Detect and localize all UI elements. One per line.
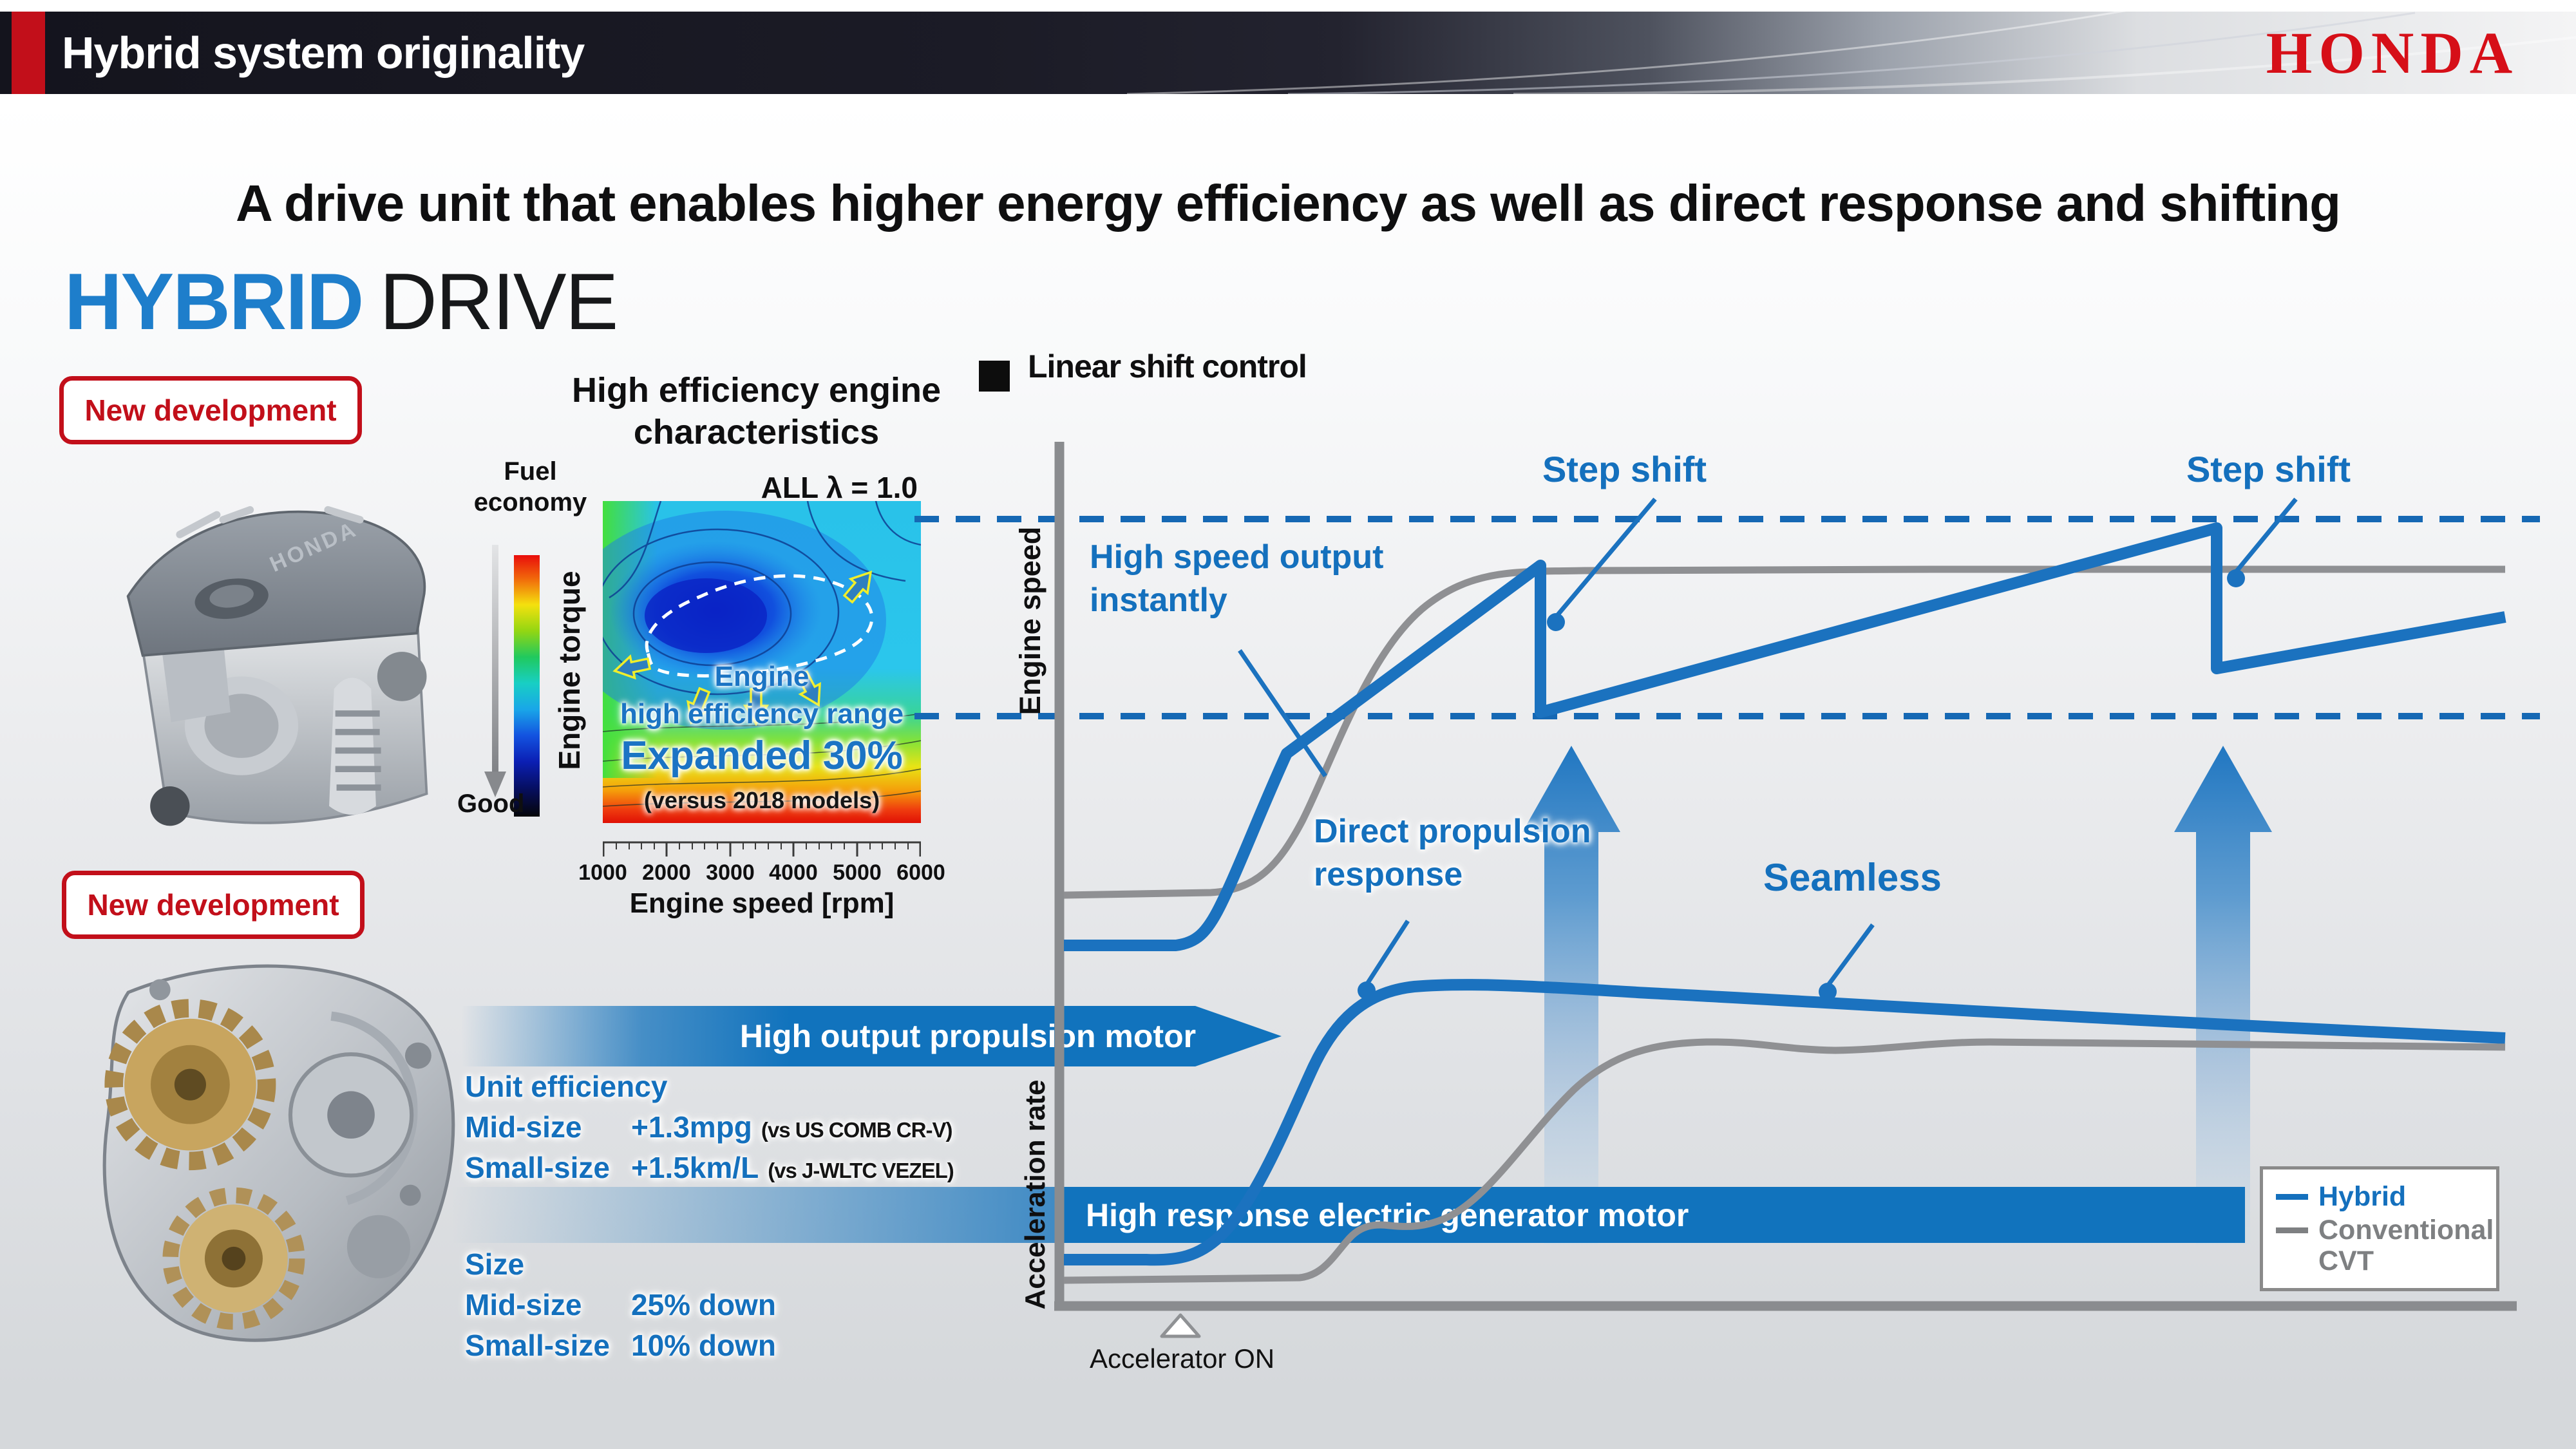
unit-efficiency-row-small: Small-size +1.5km/L (vs J-WLTC VEZEL) bbox=[465, 1150, 954, 1185]
efficiency-range-loop bbox=[645, 574, 874, 677]
top-chart-y-axis-label: Engine speed bbox=[1014, 526, 1046, 715]
hybrid-drive-heading: HYBRID DRIVE bbox=[64, 256, 618, 348]
stat-value: 10% down bbox=[631, 1329, 776, 1362]
propulsion-motor-banner: High output propulsion motor bbox=[461, 1006, 1282, 1066]
step-shift-annotation-2: Step shift bbox=[2186, 449, 2351, 489]
linear-shift-control-title: Linear shift control bbox=[1028, 348, 1307, 384]
chart-legend: Hybrid Conventional CVT bbox=[2260, 1166, 2499, 1291]
direct-propulsion-annotation: Direct propulsion response bbox=[1314, 813, 1591, 893]
stat-label: Mid-size bbox=[465, 1110, 582, 1144]
efficiency-y-axis-label: Engine torque bbox=[553, 571, 586, 770]
stat-value: +1.3mpg bbox=[631, 1110, 752, 1144]
gear-lower bbox=[162, 1187, 305, 1330]
legend-label-conventional: Conventional CVT bbox=[2318, 1214, 2494, 1277]
lambda-note: ALL λ = 1.0 bbox=[761, 471, 918, 504]
engine-photo: HONDA bbox=[93, 448, 464, 844]
size-row-small: Small-size 10% down bbox=[465, 1328, 776, 1363]
fuel-economy-arrow-icon bbox=[484, 545, 506, 797]
x-tick-1000: 1000 bbox=[578, 860, 627, 885]
slide-title: A drive unit that enables higher energy … bbox=[236, 175, 2341, 232]
legend-swatch-hybrid bbox=[2276, 1193, 2308, 1200]
x-tick-4000: 4000 bbox=[769, 860, 818, 885]
heading-hybrid: HYBRID bbox=[64, 258, 364, 346]
map-overlay-range: high efficiency range bbox=[620, 698, 904, 730]
badge-label: New development bbox=[84, 393, 337, 427]
badge-label: New development bbox=[87, 888, 339, 922]
top-conventional-curve bbox=[1063, 565, 2505, 899]
x-tick-3000: 3000 bbox=[706, 860, 755, 885]
colorbar-bottom-label: Good bbox=[457, 790, 525, 818]
header-bar bbox=[0, 4, 2576, 95]
linear-shift-chart bbox=[914, 442, 2540, 1311]
seamless-annotation: Seamless bbox=[1763, 856, 1942, 899]
stat-label: Small-size bbox=[465, 1329, 610, 1362]
top-hybrid-curve bbox=[1064, 522, 2506, 951]
transmission-photo bbox=[80, 937, 477, 1365]
bottom-chart-y-axis-label: Acceleration rate bbox=[1019, 1079, 1051, 1310]
efficiency-chart-title: High efficiency engine characteristics bbox=[571, 371, 942, 451]
fuel-economy-colorbar bbox=[514, 555, 540, 817]
legend-item-conventional: Conventional CVT bbox=[2276, 1214, 2494, 1277]
stat-note: (vs J-WLTC VEZEL) bbox=[768, 1159, 954, 1182]
x-tick-2000: 2000 bbox=[642, 860, 691, 885]
unit-efficiency-title: Unit efficiency bbox=[465, 1070, 668, 1103]
colorbar-top-label: Fuel economy bbox=[473, 457, 587, 516]
map-overlay-expanded: Expanded 30% bbox=[621, 734, 903, 778]
stat-value: 25% down bbox=[631, 1288, 776, 1321]
accelerator-on-marker-icon bbox=[1160, 1313, 1201, 1338]
accelerator-on-label: Accelerator ON bbox=[1090, 1343, 1275, 1374]
x-tick-5000: 5000 bbox=[833, 860, 882, 885]
page-title: Hybrid system originality bbox=[62, 28, 585, 78]
bottom-conventional-curve bbox=[1063, 1038, 2506, 1284]
high-speed-output-annotation: High speed output instantly bbox=[1090, 538, 1384, 619]
bottom-hybrid-curve bbox=[1064, 979, 2506, 1266]
section-bullet bbox=[979, 361, 1010, 392]
stat-label: Mid-size bbox=[465, 1288, 582, 1321]
stat-value: +1.5km/L bbox=[631, 1151, 759, 1184]
size-row-mid: Mid-size 25% down bbox=[465, 1287, 776, 1322]
size-title: Size bbox=[465, 1247, 525, 1281]
header-swoosh-decoration bbox=[1126, 4, 2576, 95]
legend-swatch-conventional bbox=[2276, 1227, 2308, 1233]
generator-banner-lead-strip bbox=[451, 1187, 1063, 1243]
efficiency-contour-map: Engine high efficiency range Expanded 30… bbox=[564, 500, 922, 823]
efficiency-x-axis-ruler bbox=[602, 841, 922, 858]
legend-label-hybrid: Hybrid bbox=[2318, 1180, 2407, 1212]
stat-note: (vs US COMB CR-V) bbox=[761, 1118, 953, 1142]
heading-drive: DRIVE bbox=[379, 258, 618, 346]
step-shift-annotation-1: Step shift bbox=[1542, 449, 1707, 489]
propulsion-motor-banner-label: High output propulsion motor bbox=[739, 1018, 1197, 1054]
expansion-arrows bbox=[612, 570, 873, 726]
size-block: Size Mid-size 25% down Small-size 10% down bbox=[465, 1247, 776, 1363]
stat-label: Small-size bbox=[465, 1151, 610, 1184]
new-development-badge-engine: New development bbox=[59, 376, 362, 444]
unit-efficiency-block: Unit efficiency Mid-size +1.3mpg (vs US CO… bbox=[465, 1069, 954, 1185]
header-red-accent bbox=[12, 12, 45, 94]
map-overlay-engine: Engine bbox=[714, 661, 810, 692]
legend-item-hybrid: Hybrid bbox=[2276, 1181, 2483, 1212]
generator-motor-banner: High response electric generator motor bbox=[1063, 1187, 2245, 1243]
new-development-badge-transmission: New development bbox=[62, 871, 365, 939]
map-overlay-versus: (versus 2018 models) bbox=[643, 787, 880, 813]
unit-efficiency-row-mid: Mid-size +1.3mpg (vs US COMB CR-V) bbox=[465, 1110, 954, 1144]
x-tick-6000: 6000 bbox=[896, 860, 945, 885]
gear-upper bbox=[104, 999, 276, 1171]
efficiency-x-axis-label: Engine speed [rpm] bbox=[629, 887, 895, 919]
honda-logo: HONDA bbox=[2266, 20, 2519, 86]
